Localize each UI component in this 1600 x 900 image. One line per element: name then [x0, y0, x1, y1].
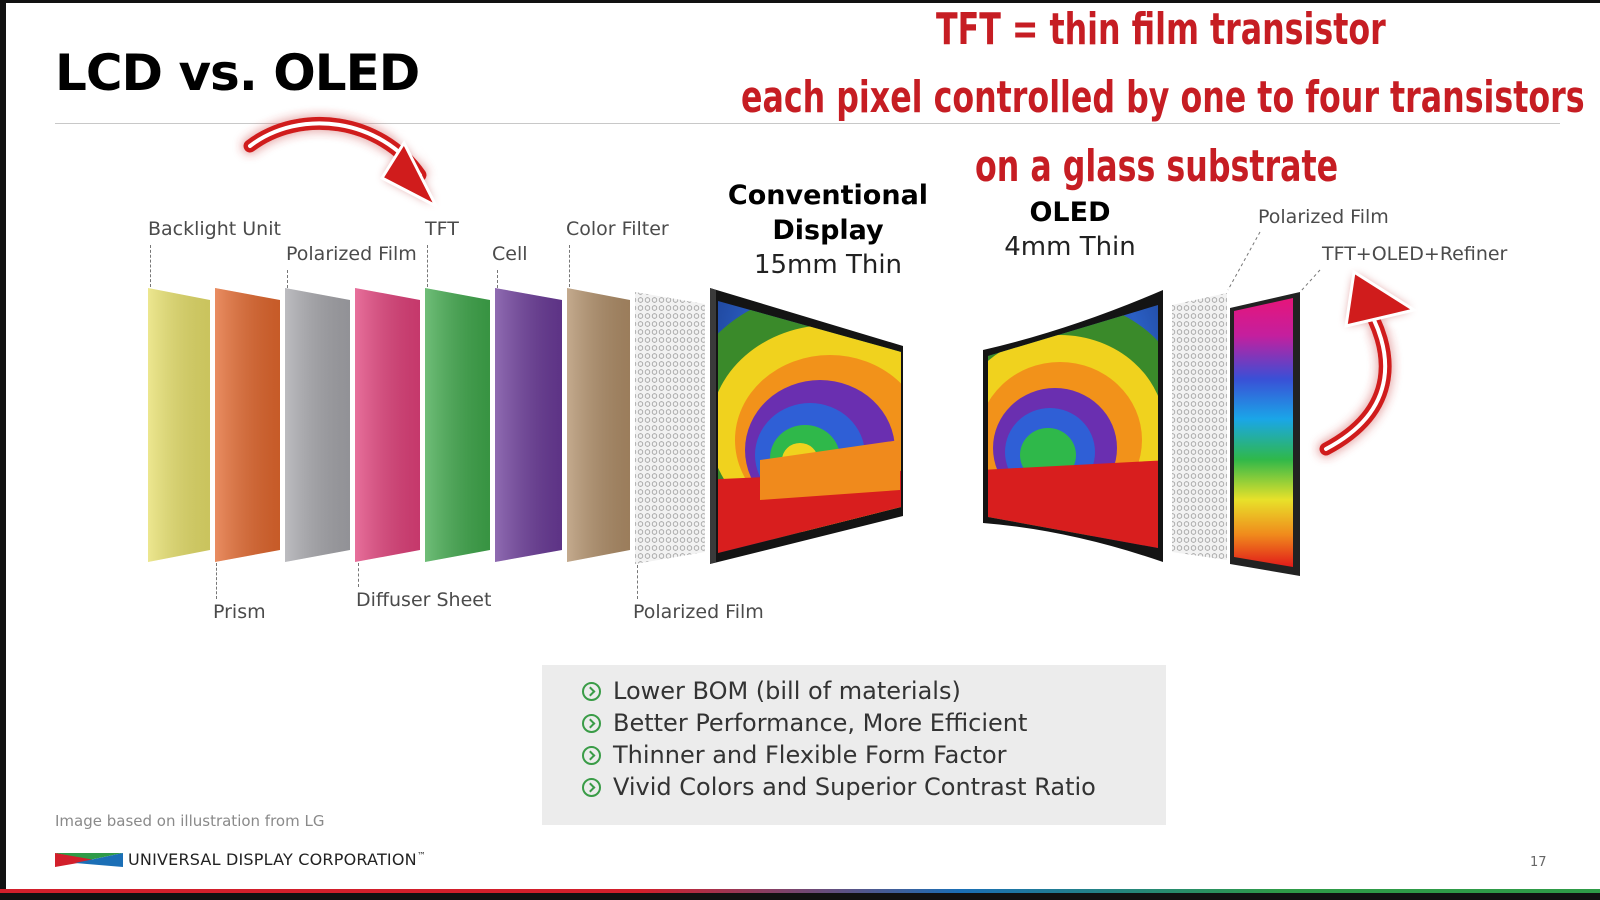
check-circle-icon: [582, 713, 601, 733]
tft-pixel-note: each pixel controlled by one to four tra…: [741, 72, 1585, 123]
frame-left-border: [0, 0, 6, 900]
lcd-layer-diffuser-sheet: [355, 288, 420, 562]
check-circle-icon: [582, 745, 601, 765]
benefit-text: Better Performance, More Efficient: [613, 709, 1028, 737]
oled-heading: OLED 4mm Thin: [980, 195, 1160, 265]
lcd-thickness: 15mm Thin: [753, 250, 903, 280]
frame-bottom-border: [0, 893, 1600, 900]
lcd-heading: Conventional Display 15mm Thin: [718, 178, 938, 283]
lcd-layer-cell: [495, 288, 562, 562]
lcd-layer-polarized-film: [285, 288, 350, 562]
benefit-text: Vivid Colors and Superior Contrast Ratio: [613, 773, 1096, 801]
arrow-to-tft-oled-refiner: [1319, 269, 1418, 456]
page-number: 17: [1530, 855, 1547, 870]
benefit-text: Thinner and Flexible Form Factor: [613, 741, 1007, 769]
label-backlight-unit: Backlight Unit: [148, 218, 281, 240]
company-logo-icon: [55, 853, 123, 867]
lcd-display-illustration: [710, 288, 903, 564]
label-polarized-film-front: Polarized Film: [633, 601, 764, 623]
label-leader: [358, 563, 359, 587]
check-circle-icon: [582, 681, 601, 701]
oled-layer-polarized-film: [1172, 293, 1227, 560]
lcd-layer-tft: [425, 288, 490, 562]
check-circle-icon: [582, 777, 601, 797]
company-name-text: UNIVERSAL DISPLAY CORPORATION: [128, 850, 417, 869]
slide-title: LCD vs. OLED: [55, 44, 420, 102]
benefits-box: Lower BOM (bill of materials) Better Per…: [542, 665, 1166, 825]
label-prism: Prism: [213, 601, 266, 623]
benefit-item: Lower BOM (bill of materials): [582, 677, 961, 705]
label-color-filter: Color Filter: [566, 218, 669, 240]
company-name: UNIVERSAL DISPLAY CORPORATION™: [128, 850, 426, 869]
label-leader: [1227, 231, 1261, 291]
tft-substrate-note: on a glass substrate: [975, 141, 1339, 192]
benefit-item: Better Performance, More Efficient: [582, 709, 1027, 737]
benefit-text: Lower BOM (bill of materials): [613, 677, 961, 705]
label-tft-oled-refiner: TFT+OLED+Refiner: [1322, 243, 1508, 265]
lcd-layer-backlight-unit: [148, 288, 210, 562]
benefit-item: Thinner and Flexible Form Factor: [582, 741, 1007, 769]
label-oled-polarized-film: Polarized Film: [1258, 206, 1389, 228]
brand-color-strip: [0, 889, 1600, 893]
oled-display-illustration: [983, 290, 1163, 562]
label-leader: [150, 245, 151, 287]
oled-heading-title: OLED: [1029, 197, 1111, 228]
oled-layer-tft-oled-refiner: [1230, 292, 1300, 576]
title-divider: [55, 123, 1560, 124]
lcd-layer-color-filter: [567, 288, 630, 562]
label-polarized-film: Polarized Film: [286, 243, 417, 265]
image-credit: Image based on illustration from LG: [55, 812, 325, 830]
tft-definition-note: TFT = thin film transistor: [936, 4, 1386, 55]
label-leader: [569, 245, 570, 287]
frame-top-border: [0, 0, 1600, 3]
arrow-to-tft: [243, 116, 440, 210]
lcd-layer-prism: [215, 288, 280, 562]
label-leader: [287, 270, 288, 288]
lcd-layer-polarized-film-front: [635, 292, 705, 564]
label-leader: [497, 270, 498, 288]
trademark-mark: ™: [416, 851, 427, 862]
label-leader: [637, 565, 638, 599]
lcd-heading-title: Conventional Display: [727, 180, 929, 246]
label-tft: TFT: [425, 218, 459, 240]
label-leader: [216, 563, 217, 599]
label-cell: Cell: [492, 243, 528, 265]
oled-thickness: 4mm Thin: [1004, 232, 1136, 262]
label-diffuser-sheet: Diffuser Sheet: [356, 589, 492, 611]
benefit-item: Vivid Colors and Superior Contrast Ratio: [582, 773, 1096, 801]
label-leader: [427, 245, 428, 287]
label-leader: [1300, 269, 1321, 292]
